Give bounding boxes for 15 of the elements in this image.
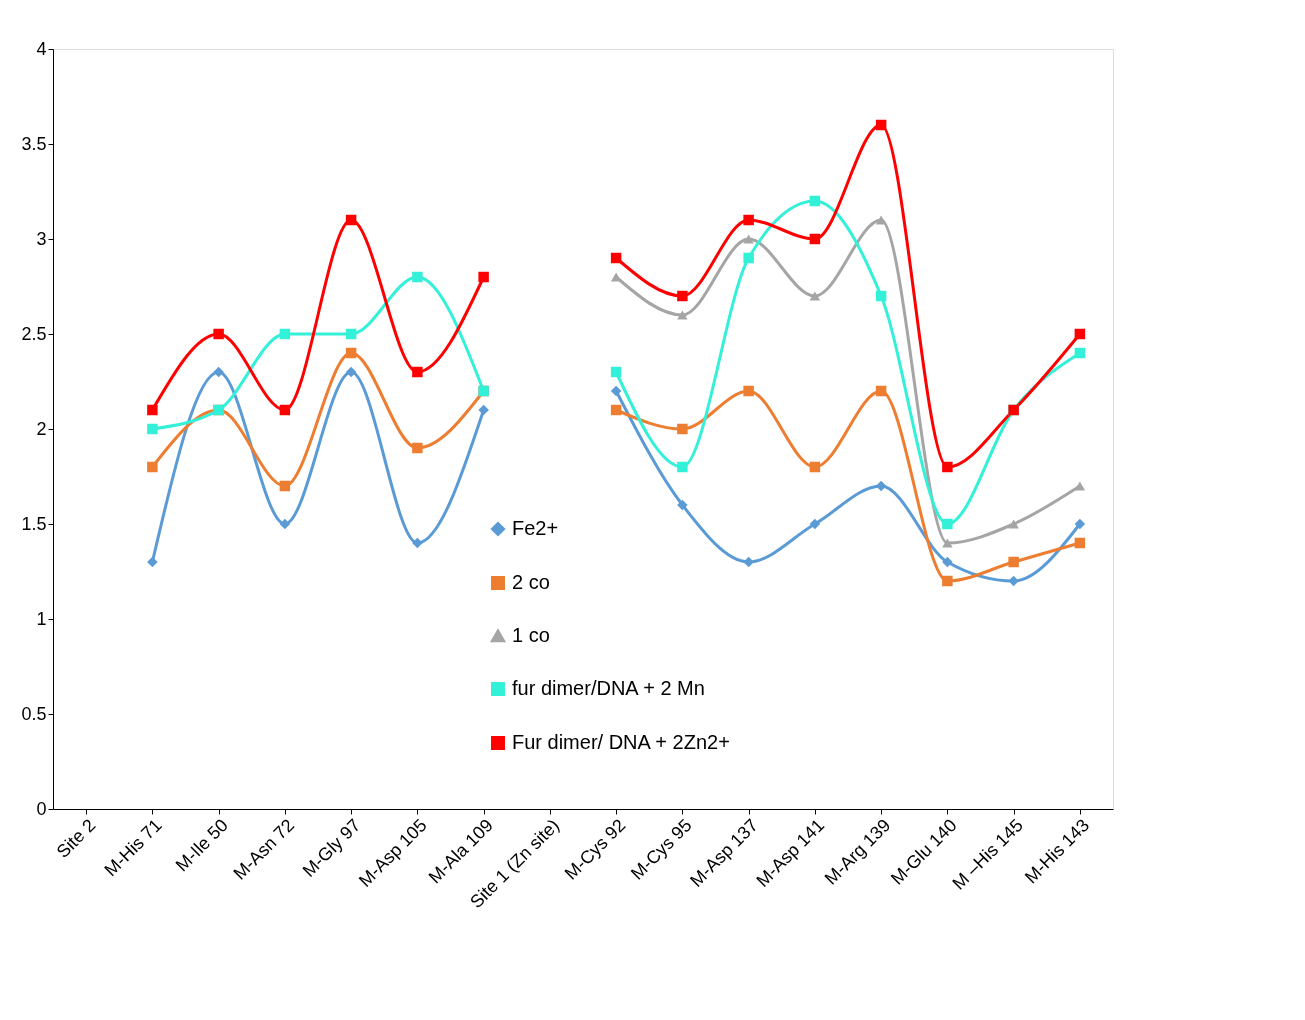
y-tick-label: 1.5 [21, 513, 47, 534]
legend-label: Fe2+ [512, 517, 559, 539]
x-tick-label: Site 2 [52, 815, 100, 862]
y-tick-label: 3 [36, 228, 47, 249]
legend-label: Fur dimer/ DNA + 2Zn2+ [512, 731, 730, 753]
legend-label: fur dimer/DNA + 2 Mn [512, 677, 705, 699]
y-tick-label: 2.5 [21, 323, 47, 344]
legend-label: 2 co [512, 571, 550, 593]
y-tick-label: 3.5 [21, 133, 47, 154]
legend-label: 1 co [512, 624, 550, 646]
y-tick-label: 4 [36, 38, 47, 59]
y-tick-label: 1 [36, 608, 47, 629]
y-tick-label: 0.5 [21, 703, 47, 724]
y-tick-label: 2 [36, 418, 47, 439]
y-tick-label: 0 [36, 798, 47, 819]
